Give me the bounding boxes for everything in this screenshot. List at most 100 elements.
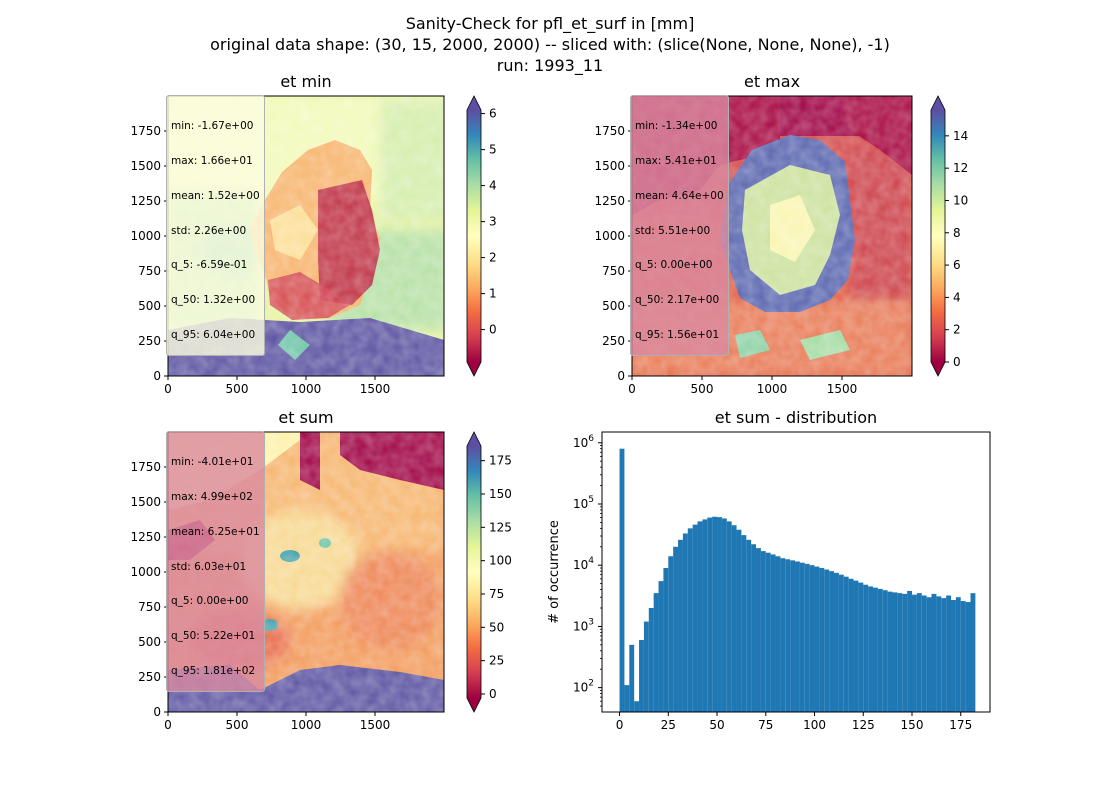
histogram-bar: [926, 597, 932, 712]
stat-max: max: 1.66e+01: [171, 154, 253, 167]
colorbar-tick-label: 0: [489, 323, 497, 337]
histogram-bar: [668, 556, 674, 712]
x-tick-label: 1000: [291, 718, 322, 732]
histogram-bar: [780, 558, 786, 712]
histogram-bar: [848, 578, 854, 712]
histogram-bar: [795, 561, 800, 712]
stat-mean: mean: 6.25e+01: [171, 525, 260, 538]
histogram-bar: [634, 701, 640, 712]
x-tick-label: 500: [691, 382, 714, 396]
stat-std: std: 6.03e+01: [171, 560, 247, 573]
histogram-bar: [692, 524, 698, 712]
histogram-bar: [941, 598, 947, 712]
x-tick-label: 100: [803, 718, 826, 732]
histogram-bar: [838, 574, 844, 712]
y-tick-label: 1750: [594, 124, 625, 138]
x-tick-label: 75: [758, 718, 773, 732]
x-tick-label: 150: [901, 718, 924, 732]
x-tick-label: 0: [616, 718, 624, 732]
y-tick-label: 106: [573, 434, 594, 450]
colorbar-tick-label: 150: [489, 487, 512, 501]
stat-q50: q_50: 2.17e+00: [635, 294, 720, 307]
histogram-bar: [756, 548, 761, 712]
histogram-bar: [912, 594, 917, 712]
x-tick-label: 50: [709, 718, 724, 732]
histogram-bar: [712, 516, 718, 712]
histogram-bar: [629, 644, 635, 712]
histogram-bar: [619, 448, 625, 712]
stat-std: std: 2.26e+00: [171, 224, 247, 237]
figure-run-label: run: 1993_11: [496, 56, 604, 75]
histogram-bar: [946, 595, 952, 712]
stat-q5: q_5: -6.59e-01: [171, 259, 248, 272]
histogram-bar: [790, 560, 796, 712]
colorbar-tick-label: 125: [489, 520, 512, 534]
figure-title: Sanity-Check for pfl_et_surf in [mm]: [405, 14, 695, 33]
histogram-bar: [770, 554, 776, 712]
colorbar-tick-label: 1: [489, 287, 497, 301]
x-tick-label: 0: [164, 718, 172, 732]
y-tick-label: 250: [138, 334, 161, 348]
colorbar-tick-label: 6: [489, 107, 497, 121]
panel-title-histogram: et sum - distribution: [714, 408, 878, 427]
histogram-bar: [804, 563, 810, 712]
stat-max: max: 4.99e+02: [171, 490, 253, 503]
stat-q5: q_5: 0.00e+00: [171, 595, 249, 608]
histogram-bar: [653, 593, 659, 712]
histogram-bar: [970, 593, 976, 712]
y-tick-label: 104: [573, 556, 594, 572]
stat-q95: q_95: 6.04e+00: [171, 328, 256, 341]
stat-mean: mean: 4.64e+00: [635, 189, 724, 202]
x-tick-label: 1500: [360, 382, 391, 396]
colorbar-tick-label: 12: [953, 161, 968, 175]
panel-title-et-max: et max: [743, 72, 801, 91]
colorbar-et-min: [466, 95, 482, 377]
stats-box-et-max: min: -1.34e+00 max: 5.41e+01 mean: 4.64e…: [630, 95, 729, 357]
histogram-bar: [873, 587, 878, 712]
stat-min: min: -1.67e+00: [171, 120, 254, 133]
histogram-bar: [868, 586, 874, 712]
histogram-bar: [965, 602, 971, 712]
colorbar-tick-label: 25: [489, 654, 504, 668]
histogram-bar: [775, 556, 781, 712]
colorbar-tick-label: 50: [489, 620, 504, 634]
histogram-bar: [882, 590, 888, 712]
y-tick-label: 750: [138, 600, 161, 614]
x-tick-label: 1000: [757, 382, 788, 396]
y-tick-label: 1000: [130, 229, 161, 243]
x-tick-label: 1500: [827, 382, 858, 396]
histogram-bar: [955, 597, 961, 712]
y-tick-label: 102: [573, 679, 594, 695]
histogram-bar: [765, 552, 771, 712]
histogram-bar: [829, 571, 835, 712]
histogram-bar: [858, 582, 864, 712]
stat-mean: mean: 1.52e+00: [171, 189, 260, 202]
x-tick-label: 175: [949, 718, 972, 732]
stat-q5: q_5: 0.00e+00: [635, 259, 713, 272]
axes-layer: 0 500 1000 15000250500750100012501500175001…: [130, 107, 972, 732]
y-tick-label: 1000: [594, 229, 625, 243]
histogram-bar: [643, 621, 649, 712]
plot-frame-histogram: [601, 431, 991, 713]
histogram-bar: [853, 580, 859, 712]
x-tick-label: 125: [852, 718, 875, 732]
histogram-bar: [887, 591, 893, 712]
histogram-bar: [814, 566, 820, 712]
histogram-bar: [658, 581, 664, 712]
histogram-bar: [648, 607, 654, 712]
histogram-bar: [960, 601, 966, 712]
histogram-bar: [726, 521, 732, 712]
histogram-ylabel: # of occurrence: [547, 520, 562, 624]
x-tick-label: 1000: [291, 382, 322, 396]
y-tick-label: 250: [602, 334, 625, 348]
stat-q95: q_95: 1.56e+01: [635, 328, 720, 341]
histogram-bar: [687, 528, 693, 712]
histogram-bar: [843, 576, 849, 712]
stat-q50: q_50: 5.22e+01: [171, 630, 256, 643]
y-tick-label: 1000: [130, 565, 161, 579]
histogram-bar: [785, 559, 791, 712]
histogram-bar: [682, 533, 688, 712]
histogram-bar: [824, 569, 830, 712]
y-tick-label: 0: [153, 705, 161, 719]
